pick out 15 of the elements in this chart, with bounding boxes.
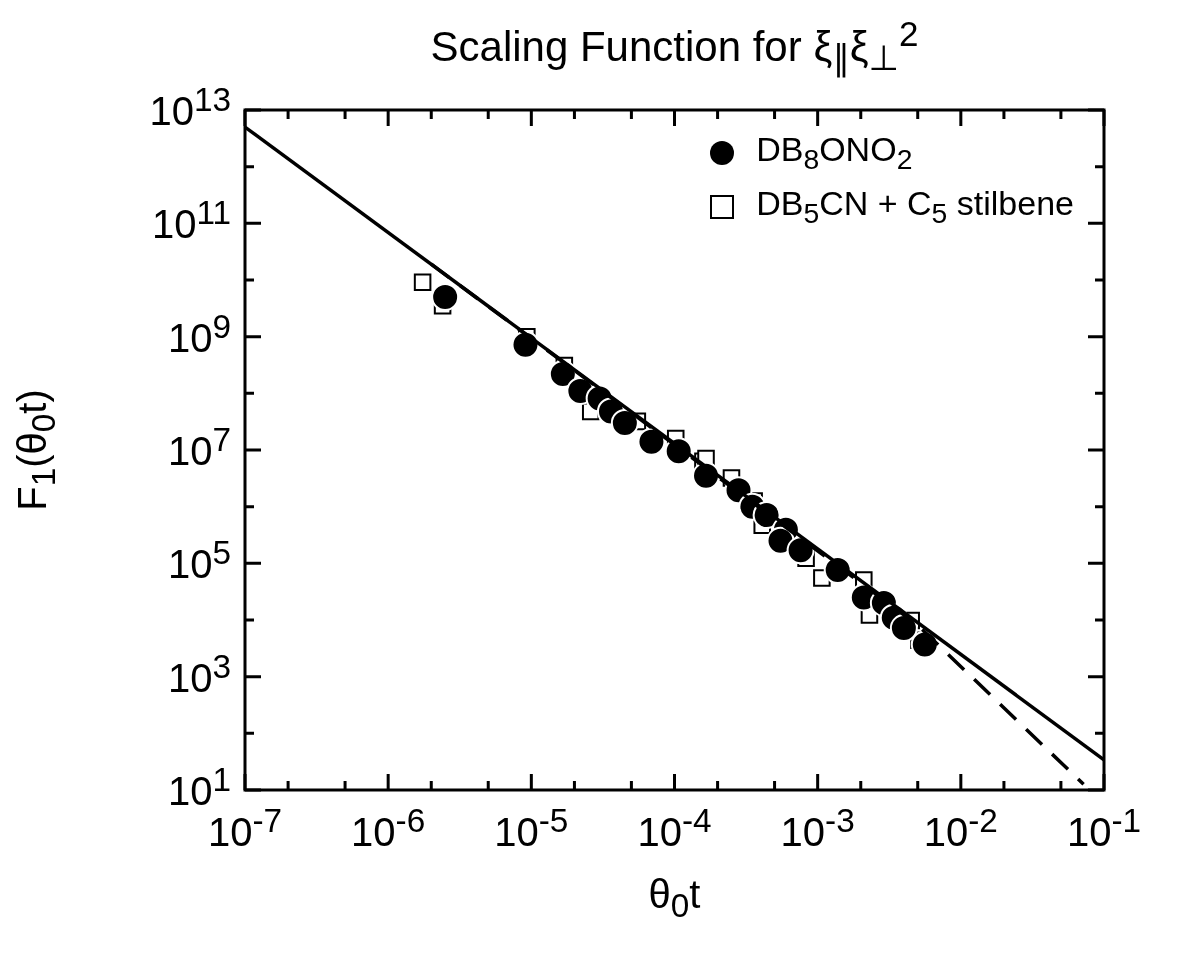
- x-tick-label: 10$^{-1}$: [1066, 802, 1142, 856]
- legend-label: DB$_{5}$CN + C$_{5}$ stilbene: [756, 183, 1074, 230]
- y-tick-label: 10$^{5}$: [167, 534, 231, 588]
- y-tick-label: 10$^{7}$: [167, 420, 231, 474]
- x-tick-label: 10$^{-4}$: [637, 802, 712, 856]
- x-tick-label: 10$^{-5}$: [494, 802, 569, 856]
- x-tick-label: 10$^{-6}$: [351, 802, 426, 856]
- x-axis-title: θ$_{0}$t: [648, 872, 701, 925]
- y-tick-label: 10$^{3}$: [167, 647, 231, 701]
- y-tick-label: 10$^{11}$: [151, 194, 231, 248]
- x-tick-label: 10$^{-3}$: [780, 802, 855, 856]
- y-tick-label: 10$^{13}$: [149, 80, 231, 134]
- x-tick-label: 10$^{-2}$: [923, 802, 998, 856]
- legend-label: DB$_{8}$ONO$_{2}$: [756, 130, 913, 176]
- y-tick-label: 10$^{9}$: [167, 307, 231, 361]
